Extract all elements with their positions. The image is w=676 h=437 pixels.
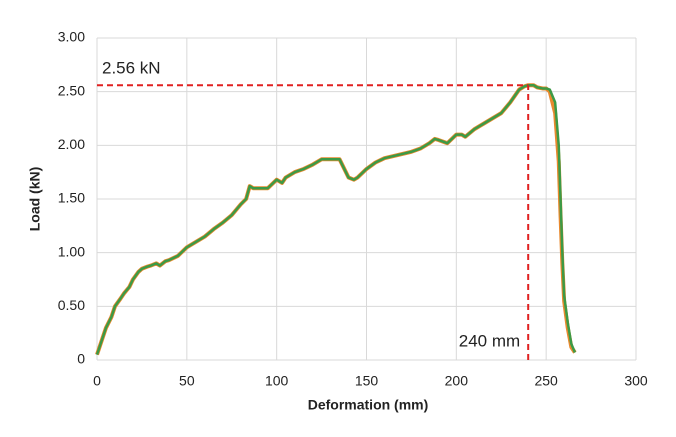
- data-line: [95, 83, 577, 356]
- y-tick-label: 1.50: [58, 190, 85, 206]
- y-tick-label: 0.50: [58, 297, 85, 313]
- y-tick-label: 3.00: [58, 29, 85, 45]
- x-tick-label: 100: [265, 373, 289, 389]
- x-tick-label: 250: [534, 373, 558, 389]
- x-tick-label: 0: [93, 373, 101, 389]
- data-line: [95, 83, 577, 356]
- reference-label: 240 mm: [459, 331, 520, 350]
- reference-label: 2.56 kN: [102, 59, 161, 78]
- x-tick-label: 200: [445, 373, 469, 389]
- x-axis-title: Deformation (mm): [308, 397, 429, 413]
- y-axis-title: Load (kN): [27, 167, 43, 232]
- y-tick-label: 2.50: [58, 82, 85, 98]
- x-tick-label: 150: [355, 373, 379, 389]
- y-tick-label: 1.00: [58, 243, 85, 259]
- x-tick-label: 50: [179, 373, 195, 389]
- y-tick-label: 0: [77, 351, 85, 367]
- x-tick-label: 300: [624, 373, 648, 389]
- y-tick-label: 2.00: [58, 136, 85, 152]
